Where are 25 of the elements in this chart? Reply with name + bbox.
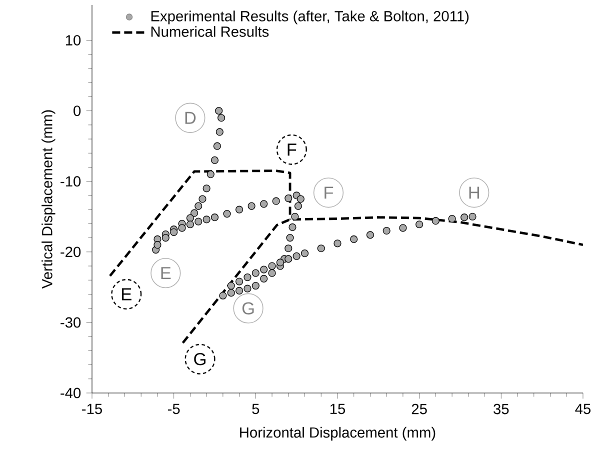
x-tick-label: 45 [575,404,591,414]
x-tick-label: 35 [494,404,509,414]
annotation: F [288,144,296,156]
annotation: G [242,302,254,314]
y-tick-label: 0 [74,106,81,116]
y-axis-title: Vertical Displacement (mm) [42,110,56,289]
annotation: F [324,186,334,199]
annotation: E [161,267,171,280]
legend-label: Experimental Results (after, Take & Bolton, 2011) [151,10,469,24]
y-tick-label: -20 [60,246,81,258]
x-tick-label: -15 [82,404,102,414]
x-tick-label: 15 [330,404,346,414]
x-tick-label: 5 [252,404,260,414]
annotation: H [469,186,479,199]
annotation: G [194,352,206,366]
annotation: D [185,112,196,124]
legend-label: Numerical Results [151,26,269,37]
x-tick-label: 25 [412,404,427,414]
x-tick-label: -5 [168,404,180,414]
y-tick-label: -10 [60,176,81,187]
annotation: E [122,288,132,300]
y-tick-label: -30 [60,317,81,328]
y-tick-label: -40 [60,388,81,398]
y-tick-label: 10 [66,35,81,46]
x-axis-title: Horizontal Displacement (mm) [240,426,436,441]
